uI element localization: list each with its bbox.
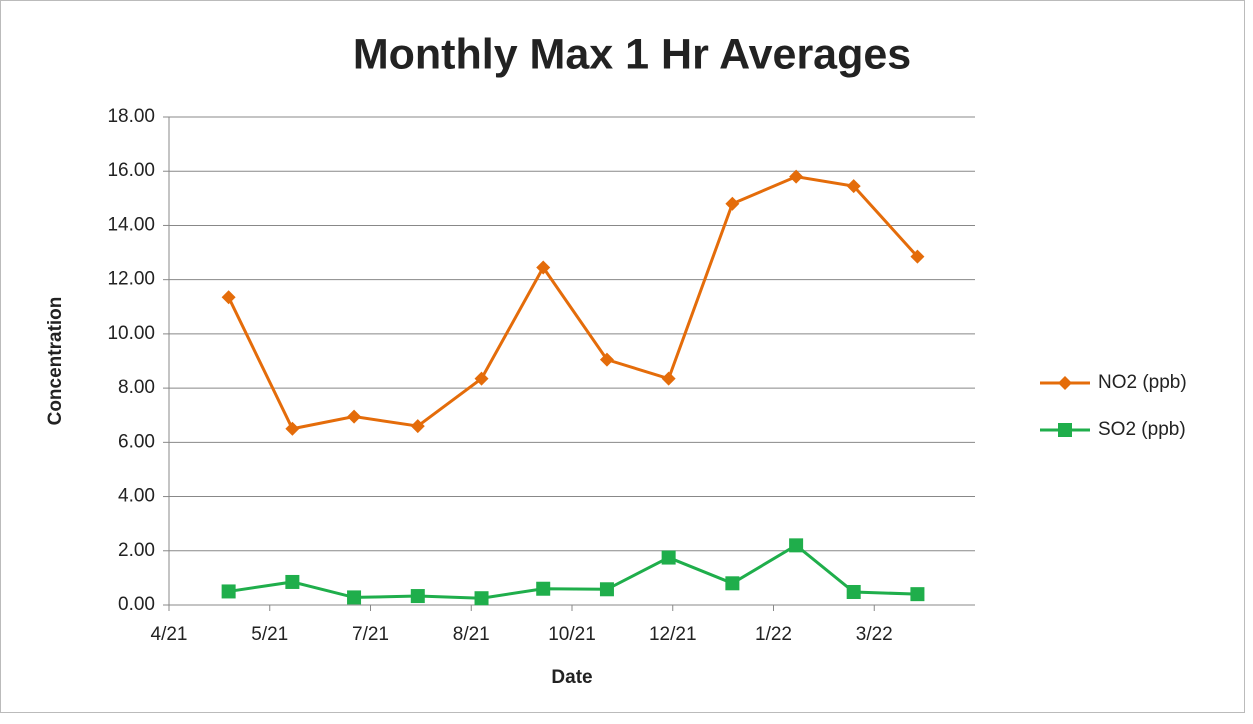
data-point bbox=[410, 419, 425, 434]
y-tick-label: 14.00 bbox=[107, 214, 155, 235]
data-point bbox=[789, 169, 804, 184]
y-tick-label: 8.00 bbox=[118, 377, 155, 398]
x-tick-label: 7/21 bbox=[352, 624, 389, 645]
legend-label: SO2 (ppb) bbox=[1098, 419, 1186, 440]
data-point bbox=[536, 260, 551, 275]
legend-label: NO2 (ppb) bbox=[1098, 372, 1187, 393]
data-point bbox=[846, 179, 861, 194]
data-point bbox=[725, 196, 740, 211]
data-point bbox=[474, 591, 489, 606]
x-tick-label: 3/22 bbox=[856, 624, 893, 645]
data-point bbox=[285, 421, 300, 436]
data-point bbox=[846, 584, 861, 599]
y-axis-title: Concentration bbox=[45, 297, 66, 426]
data-point bbox=[599, 582, 614, 597]
data-point bbox=[536, 581, 551, 596]
data-point bbox=[347, 409, 362, 424]
data-point bbox=[789, 538, 804, 553]
data-point bbox=[725, 576, 740, 591]
data-point bbox=[599, 352, 614, 367]
x-tick-label: 12/21 bbox=[649, 624, 697, 645]
data-point bbox=[661, 550, 676, 565]
y-tick-label: 16.00 bbox=[107, 160, 155, 181]
chart-title: Monthly Max 1 Hr Averages bbox=[353, 30, 911, 78]
x-tick-label: 5/21 bbox=[251, 624, 288, 645]
y-tick-label: 0.00 bbox=[118, 594, 155, 615]
data-point bbox=[347, 590, 362, 605]
data-point bbox=[221, 584, 236, 599]
y-tick-label: 6.00 bbox=[118, 431, 155, 452]
data-point bbox=[910, 587, 925, 602]
y-tick-label: 12.00 bbox=[107, 269, 155, 290]
data-point bbox=[285, 574, 300, 589]
y-tick-label: 4.00 bbox=[118, 486, 155, 507]
data-point bbox=[221, 290, 236, 305]
legend-marker bbox=[1058, 423, 1072, 437]
legend-marker bbox=[1058, 376, 1072, 390]
data-point bbox=[474, 371, 489, 386]
x-axis-title: Date bbox=[551, 667, 592, 688]
x-tick-label: 8/21 bbox=[453, 624, 490, 645]
x-tick-label: 4/21 bbox=[151, 624, 188, 645]
data-point bbox=[410, 589, 425, 604]
data-point bbox=[661, 371, 676, 386]
series-line bbox=[227, 175, 919, 431]
series-line bbox=[228, 543, 918, 600]
chart-border bbox=[0, 0, 1245, 713]
y-tick-label: 18.00 bbox=[107, 106, 155, 127]
x-tick-label: 1/22 bbox=[755, 624, 792, 645]
x-tick-label: 10/21 bbox=[548, 624, 596, 645]
data-point bbox=[910, 249, 925, 264]
y-tick-label: 10.00 bbox=[107, 323, 155, 344]
y-tick-label: 2.00 bbox=[118, 540, 155, 561]
